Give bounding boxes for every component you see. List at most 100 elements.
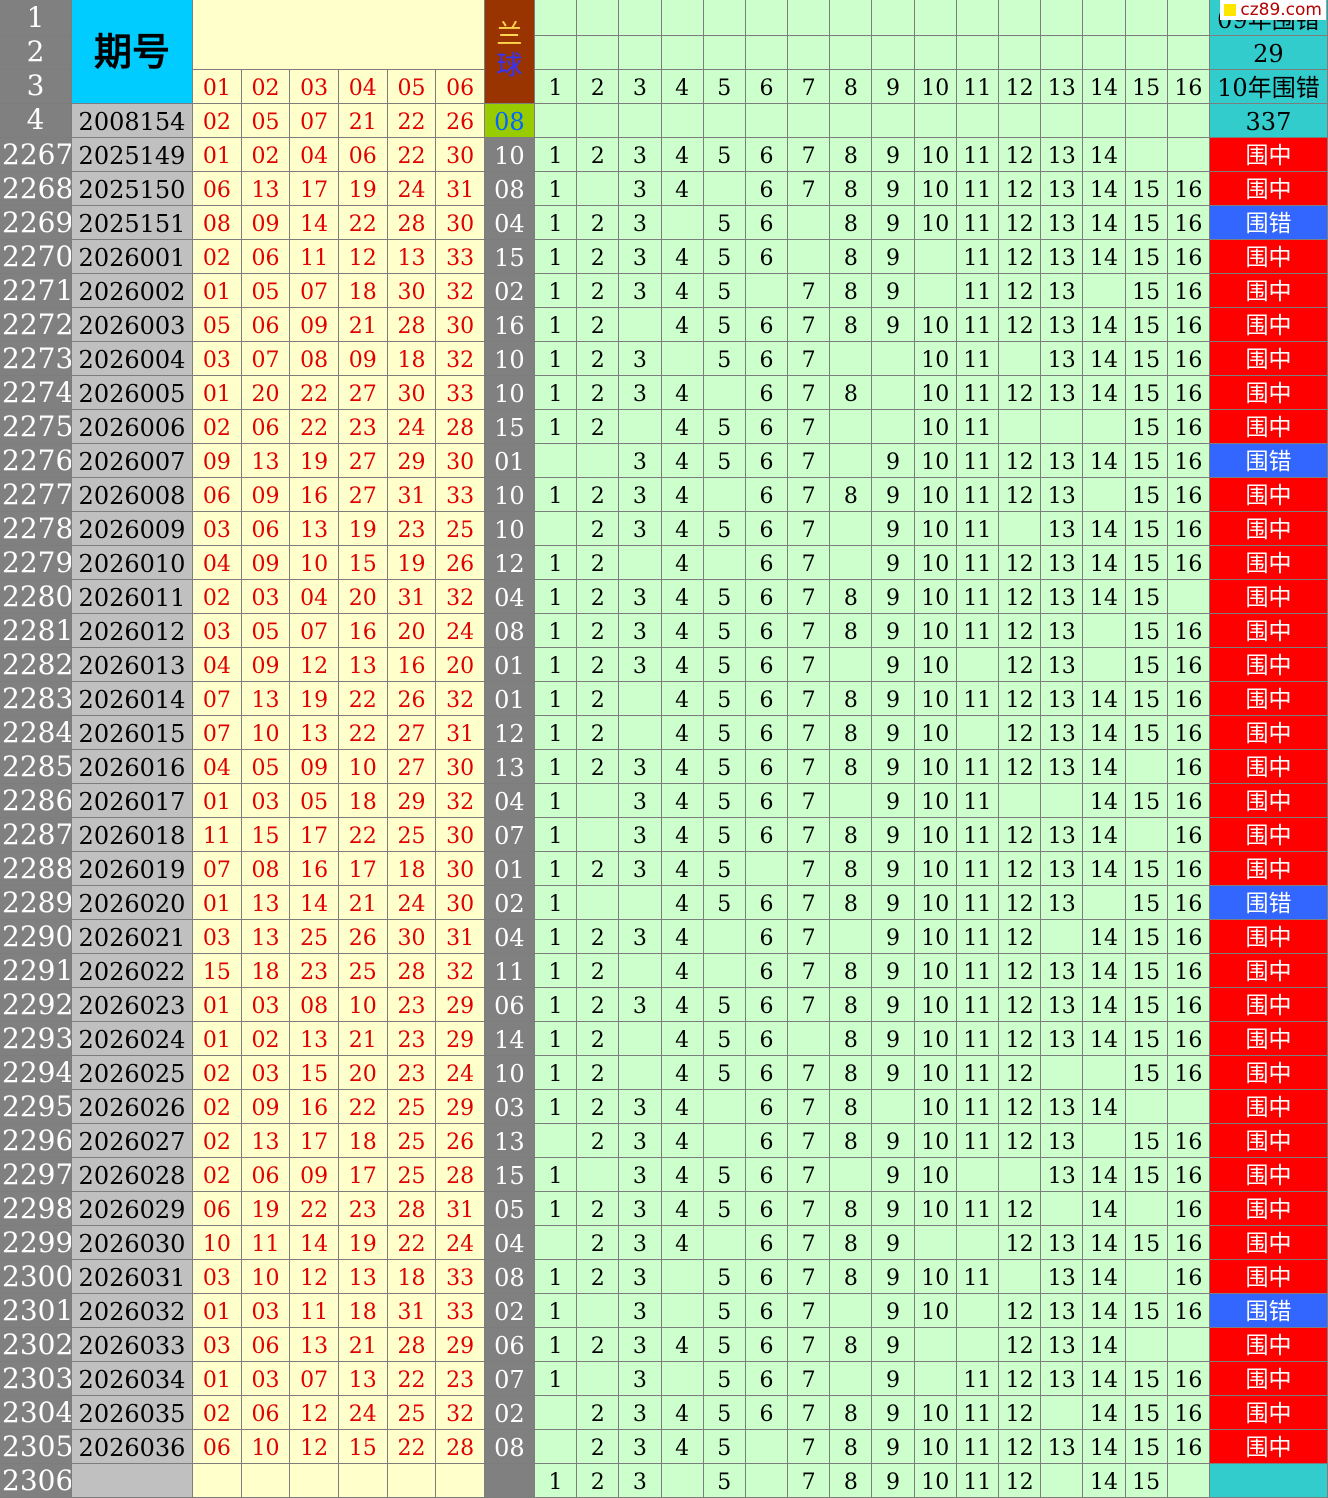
number-cell[interactable]: 11 xyxy=(956,1090,999,1124)
number-cell[interactable]: 11 xyxy=(956,444,999,478)
number-cell[interactable]: 15 xyxy=(1125,1158,1168,1192)
number-cell[interactable]: 11 xyxy=(956,206,999,240)
number-cell[interactable]: 13 xyxy=(1041,682,1084,716)
blue-ball-cell[interactable]: 01 xyxy=(484,682,535,716)
red-ball-cell[interactable]: 32 xyxy=(436,274,485,308)
number-cell[interactable]: 8 xyxy=(830,682,873,716)
period-cell[interactable]: 2025151 xyxy=(72,206,193,240)
red-ball-cell[interactable]: 09 xyxy=(241,206,291,240)
number-header-blank[interactable] xyxy=(956,36,999,70)
number-cell[interactable]: 4 xyxy=(661,1396,704,1430)
period-cell[interactable]: 2026006 xyxy=(72,410,193,444)
number-cell[interactable]: 14 xyxy=(1083,512,1126,546)
number-cell[interactable]: 6 xyxy=(745,1328,789,1362)
row-number-cell[interactable]: 2293 xyxy=(0,1022,72,1056)
result-cell[interactable]: 围中 xyxy=(1209,1192,1328,1226)
number-cell[interactable]: 16 xyxy=(1167,546,1210,580)
number-cell[interactable] xyxy=(1125,1328,1168,1362)
number-cell[interactable]: 1 xyxy=(534,818,578,852)
number-header-blank[interactable] xyxy=(577,36,620,70)
number-cell[interactable]: 5 xyxy=(703,1294,746,1328)
number-cell[interactable]: 1 xyxy=(534,886,578,920)
number-cell[interactable] xyxy=(1041,920,1084,954)
red-ball-cell[interactable]: 07 xyxy=(193,716,242,750)
number-cell[interactable]: 2 xyxy=(577,274,620,308)
row-number-cell[interactable]: 2276 xyxy=(0,444,72,478)
number-cell[interactable]: 9 xyxy=(872,1226,915,1260)
number-cell[interactable]: 16 xyxy=(1167,1430,1210,1464)
red-ball-cell[interactable]: 32 xyxy=(436,580,485,614)
number-cell[interactable]: 8 xyxy=(830,376,873,410)
number-cell[interactable]: 16 xyxy=(1167,784,1210,818)
number-cell[interactable]: 5 xyxy=(703,240,746,274)
red-ball-cell[interactable]: 29 xyxy=(436,1022,485,1056)
number-header-blank[interactable] xyxy=(661,36,704,70)
row-number-cell[interactable]: 2285 xyxy=(0,750,72,784)
red-ball-cell[interactable]: 10 xyxy=(241,716,291,750)
number-cell[interactable]: 6 xyxy=(745,308,789,342)
number-cell[interactable]: 14 xyxy=(1083,1260,1126,1294)
number-cell[interactable]: 4 xyxy=(661,750,704,784)
number-cell[interactable]: 6 xyxy=(745,1226,789,1260)
number-cell[interactable]: 4 xyxy=(661,274,704,308)
red-ball-cell[interactable]: 07 xyxy=(193,852,242,886)
number-cell[interactable]: 12 xyxy=(999,1464,1042,1498)
number-column-header[interactable]: 11 xyxy=(956,70,999,104)
blue-ball-cell[interactable]: 12 xyxy=(484,716,535,750)
red-ball-cell[interactable]: 05 xyxy=(241,614,291,648)
number-cell[interactable] xyxy=(956,716,999,750)
row-number-cell[interactable]: 2298 xyxy=(0,1192,72,1226)
number-cell[interactable]: 12 xyxy=(999,1328,1042,1362)
reference-number-blank[interactable] xyxy=(577,104,620,138)
number-column-header[interactable]: 4 xyxy=(661,70,704,104)
number-cell[interactable]: 1 xyxy=(534,988,578,1022)
number-cell[interactable] xyxy=(577,1294,620,1328)
number-cell[interactable]: 15 xyxy=(1125,784,1168,818)
number-cell[interactable]: 13 xyxy=(1041,546,1084,580)
number-cell[interactable]: 6 xyxy=(745,342,789,376)
number-header-blank[interactable] xyxy=(703,36,746,70)
number-cell[interactable]: 10 xyxy=(914,206,957,240)
blue-ball-cell[interactable]: 10 xyxy=(484,478,535,512)
number-cell[interactable]: 10 xyxy=(914,580,957,614)
red-ball-cell[interactable]: 03 xyxy=(193,1328,242,1362)
number-cell[interactable]: 1 xyxy=(534,308,578,342)
number-cell[interactable]: 9 xyxy=(872,784,915,818)
result-cell[interactable]: 围中 xyxy=(1209,1260,1328,1294)
blue-ball-cell[interactable]: 16 xyxy=(484,308,535,342)
number-cell[interactable]: 2 xyxy=(577,614,620,648)
red-ball-cell[interactable]: 30 xyxy=(387,376,437,410)
result-cell[interactable]: 围中 xyxy=(1209,410,1328,444)
number-cell[interactable] xyxy=(619,682,662,716)
period-cell[interactable]: 2026018 xyxy=(72,818,193,852)
number-header-blank[interactable] xyxy=(830,0,873,36)
red-ball-cell[interactable]: 24 xyxy=(387,410,437,444)
result-cell[interactable]: 围中 xyxy=(1209,1430,1328,1464)
blue-ball-cell[interactable]: 11 xyxy=(484,954,535,988)
number-cell[interactable]: 4 xyxy=(661,1192,704,1226)
number-cell[interactable]: 12 xyxy=(999,1430,1042,1464)
blue-ball-cell[interactable]: 06 xyxy=(484,1328,535,1362)
red-ball-cell[interactable]: 12 xyxy=(290,1396,339,1430)
number-column-header[interactable]: 12 xyxy=(999,70,1042,104)
number-header-blank[interactable] xyxy=(830,36,873,70)
number-cell[interactable]: 5 xyxy=(703,988,746,1022)
red-ball-cell[interactable]: 10 xyxy=(193,1226,242,1260)
number-cell[interactable]: 2 xyxy=(577,648,620,682)
blue-ball-cell[interactable]: 01 xyxy=(484,648,535,682)
red-ball-cell[interactable]: 19 xyxy=(387,546,437,580)
blue-ball-cell[interactable]: 13 xyxy=(484,750,535,784)
red-ball-cell[interactable]: 22 xyxy=(387,1430,437,1464)
number-cell[interactable] xyxy=(577,172,620,206)
period-cell[interactable]: 2026033 xyxy=(72,1328,193,1362)
red-ball-cell[interactable]: 27 xyxy=(387,750,437,784)
number-cell[interactable]: 16 xyxy=(1167,206,1210,240)
number-cell[interactable]: 8 xyxy=(830,274,873,308)
number-cell[interactable] xyxy=(619,410,662,444)
reference-red-cell[interactable]: 07 xyxy=(290,104,339,138)
period-cell[interactable]: 2026036 xyxy=(72,1430,193,1464)
number-cell[interactable]: 11 xyxy=(956,410,999,444)
number-column-header[interactable]: 1 xyxy=(534,70,578,104)
number-header-blank[interactable] xyxy=(745,36,789,70)
number-cell[interactable]: 12 xyxy=(999,206,1042,240)
